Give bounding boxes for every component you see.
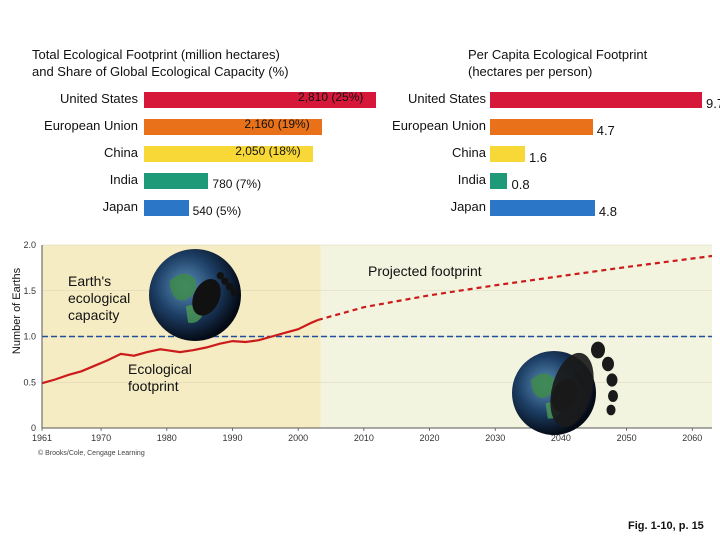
footprint-annotation: Ecological footprint	[128, 361, 238, 395]
ecological-footprint-line	[41, 318, 319, 385]
projected-annotation: Projected footprint	[368, 263, 482, 279]
per-capita-bar	[490, 173, 508, 189]
globe-land	[169, 273, 197, 301]
per-capita-title: Per Capita Ecological Footprint (hectare…	[468, 46, 647, 80]
globe-land	[530, 373, 556, 398]
per-capita-title-line-2: (hectares per person)	[468, 64, 593, 79]
y-tick-label: 0	[31, 423, 36, 433]
total-footprint-value-label: 2,160 (19%)	[244, 117, 310, 131]
total-footprint-category-label: India	[109, 172, 138, 187]
capacity-annotation-text: Earth's ecological capacity	[68, 273, 131, 323]
earth-capacity-illustration	[149, 249, 241, 341]
per-capita-bar	[490, 146, 525, 162]
per-capita-category-label: United States	[407, 91, 486, 106]
y-axis-label: Number of Earths	[11, 267, 23, 355]
per-capita-bar	[490, 119, 593, 135]
per-capita-category-label: Japan	[450, 199, 486, 214]
footprint-toe	[230, 288, 238, 296]
per-capita-title-line-1: Per Capita Ecological Footprint	[468, 47, 648, 62]
projected-footprint-line	[317, 254, 713, 322]
y-tick-label: 1.5	[23, 286, 36, 296]
footprint-sole	[550, 352, 594, 428]
number-of-earths-line-chart: 0 0.5 1.0 1.5 2.0 1961 1970 1980 1990 2000 2010 202…	[23, 240, 713, 443]
y-tick-label: 2.0	[23, 240, 36, 250]
total-footprint-title-line-2: and Share of Global Ecological Capacity …	[32, 64, 289, 79]
footprint-toe	[221, 277, 229, 285]
footprint-toe	[606, 404, 616, 416]
footprint-toe	[608, 390, 618, 402]
y-tick-label: 0.5	[23, 377, 36, 387]
x-tick-label: 1980	[157, 433, 177, 443]
per-capita-bar	[490, 200, 595, 216]
total-footprint-value-label: 540 (5%)	[192, 204, 242, 218]
footprint-toe	[225, 283, 234, 291]
per-capita-value-label: 1.6	[528, 150, 548, 165]
footprint-toe	[216, 272, 224, 280]
per-capita-category-label: India	[457, 172, 486, 187]
x-tick-label: 2050	[617, 433, 637, 443]
x-tick-label: 2040	[551, 433, 571, 443]
total-footprint-value-label: 780 (7%)	[212, 177, 262, 191]
footprint-annotation-text: Ecological footprint	[128, 361, 192, 394]
total-footprint-bar	[144, 92, 376, 108]
x-tick-label: 2020	[420, 433, 440, 443]
total-footprint-category-label: United States	[59, 91, 138, 106]
total-footprint-bar	[144, 146, 314, 162]
per-capita-bar-chart: United States 9.7 European Union 4.7 China 1.…	[360, 0, 720, 230]
per-capita-category-label: European Union	[392, 118, 486, 133]
y-tick-label: 1.0	[23, 332, 36, 342]
x-tick-label: 1970	[91, 433, 111, 443]
per-capita-value-label: 9.7	[706, 96, 720, 111]
total-footprint-category-label: Japan	[102, 199, 138, 214]
x-tick-label: 2010	[354, 433, 374, 443]
per-capita-value-label: 4.8	[598, 204, 617, 219]
footprint-toe	[591, 341, 605, 359]
x-tick-label: 2060	[682, 433, 702, 443]
total-footprint-category-label: European Union	[44, 118, 138, 133]
x-tick-label: 1961	[32, 433, 52, 443]
total-footprint-bar-chart: United States 2,810 (25%) European Union 2,…	[0, 0, 400, 230]
total-footprint-bar	[144, 200, 189, 216]
footprint-toe	[602, 356, 614, 372]
x-tick-label: 1990	[222, 433, 242, 443]
total-footprint-title: Total Ecological Footprint (million hect…	[32, 46, 289, 80]
figure-caption: Fig. 1-10, p. 15	[628, 520, 704, 532]
footprint-sole	[192, 278, 221, 316]
total-footprint-bar	[144, 173, 209, 189]
capacity-annotation: Earth's ecological capacity	[68, 273, 158, 324]
footprint-toe	[606, 373, 618, 387]
total-footprint-value-label: 2,050 (18%)	[235, 144, 301, 158]
per-capita-category-label: China	[452, 145, 486, 160]
total-footprint-title-line-1: Total Ecological Footprint (million hect…	[32, 47, 280, 62]
copyright-credit: © Brooks/Cole, Cengage Learning	[38, 450, 145, 457]
per-capita-value-label: 0.8	[511, 177, 530, 192]
large-footprint-illustration	[550, 341, 618, 428]
total-footprint-value-label: 2,810 (25%)	[298, 90, 364, 104]
per-capita-value-label: 4.7	[596, 123, 615, 138]
per-capita-bar	[490, 92, 702, 108]
total-footprint-bar	[144, 119, 323, 135]
total-footprint-category-label: China	[104, 145, 138, 160]
x-tick-label: 2000	[288, 433, 308, 443]
x-tick-label: 2030	[485, 433, 505, 443]
